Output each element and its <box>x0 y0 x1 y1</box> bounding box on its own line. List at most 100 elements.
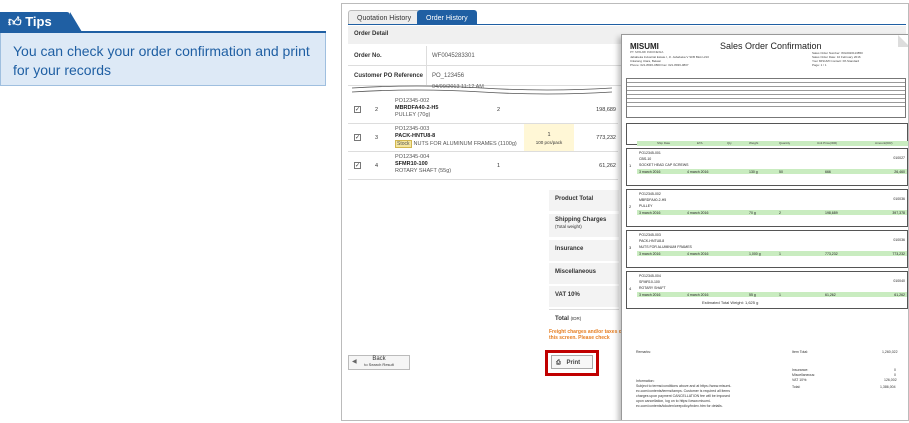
row-number: 1 <box>629 163 632 168</box>
item-number: 2 <box>375 107 379 113</box>
item-total-value: 1,260,022 <box>882 350 898 354</box>
sheet-vat-label: VAT 10%: <box>792 378 808 382</box>
sheet-total-label: Total: <box>792 385 801 389</box>
sheet-total-value: 1,386,004 <box>880 385 896 389</box>
order-no-label: Order No. <box>354 53 382 59</box>
item-qty-unit: 100 pcs/pack <box>535 140 563 145</box>
row-eta: 4 march 2016 <box>687 292 709 297</box>
sheet-row: 2 PO12345-002 010036 MBRDFA40-2-H5 PULLE… <box>626 189 908 227</box>
sales-order-sheet: MISUMI PT. MISUMI INDONESIA Sales Order … <box>621 34 908 420</box>
row-code: 010036 <box>893 197 905 201</box>
total-currency: (IDR) <box>570 316 582 321</box>
row-po: PO12345-003 <box>639 233 661 237</box>
po-label: Customer PO Reference <box>354 73 424 79</box>
item-quantity: 2 <box>496 107 500 113</box>
item-price: 198,689 <box>596 107 616 113</box>
item-quantity: 1 <box>496 163 500 169</box>
item-checkbox[interactable]: ✓ <box>354 134 361 141</box>
item-checkbox[interactable]: ✓ <box>354 106 361 113</box>
item-po: PO12345-004 <box>395 154 430 160</box>
row-weight: 1,000 g <box>749 251 761 256</box>
item-price: 773,232 <box>596 135 616 141</box>
sheet-misc-value: 0 <box>894 373 896 377</box>
estimated-weight: Estimated Total Weight: 1,625 g <box>702 300 759 305</box>
tab-quotation-history[interactable]: Quotation History <box>348 10 421 25</box>
col-eta: ETA <box>697 141 703 145</box>
item-checkbox[interactable]: ✓ <box>354 162 361 169</box>
row-qty: 2 <box>779 210 781 215</box>
item-description: NUTS FOR ALUMINUM FRAMES (1100g) <box>413 141 517 147</box>
row-name: PULLEY <box>639 204 653 208</box>
item-description-line: Stock NUTS FOR ALUMINUM FRAMES (1100g) <box>395 140 517 148</box>
list-item: ✓ 4 PO12345-004 SFMR10-100 ROTARY SHAFT … <box>348 152 618 180</box>
col-ship-date: Ship Date <box>657 141 671 145</box>
tab-order-history[interactable]: Order History <box>417 10 477 25</box>
list-item: ✓ 2 PO12345-002 MBRDFA40-2-H5 PULLEY (70… <box>348 96 618 124</box>
item-number: 4 <box>375 163 379 169</box>
tips-divider <box>0 31 326 33</box>
sheet-vat-value: 126,002 <box>884 378 897 382</box>
row-po: PO12345-001 <box>639 151 661 155</box>
row-ship: 3 march 2016 <box>639 169 661 174</box>
sheet-row: 3 PO12345-003 010036 PACK-HNTU8-8 NUTS F… <box>626 230 908 268</box>
row-po: PO12345-002 <box>639 192 661 196</box>
row-weight: 70 g <box>749 210 756 215</box>
sheet-row: 1 PO12345-001 010027 CBS-10 SOCKET HEAD … <box>626 148 908 186</box>
stock-badge: Stock <box>395 140 412 148</box>
col-amount: Amount(IDR) <box>875 141 893 145</box>
company-address-1: Jababeka Industrial Estate I, Jl. Jababe… <box>630 55 709 59</box>
back-label: Back <box>372 356 386 362</box>
misc-label: Miscellaneous <box>549 263 619 285</box>
order-no-row: Order No. WF0045283301 <box>348 46 648 66</box>
customer-info-grid <box>626 78 906 118</box>
row-eta: 4 march 2016 <box>687 210 709 215</box>
so-contact: Your MISUMI Contact: PA Standard <box>812 59 860 63</box>
product-total-label: Product Total <box>549 190 619 212</box>
screenshot-frame: Quotation History Order History Order De… <box>341 3 909 421</box>
row-eta: 4 march 2016 <box>687 169 709 174</box>
item-total-label: Item Total: <box>792 350 809 354</box>
tips-text: You can check your order confirmation an… <box>13 43 310 78</box>
print-button[interactable]: ⎙ Print <box>551 355 593 369</box>
tips-box: You can check your order confirmation an… <box>0 33 326 86</box>
back-arrow-icon: ◀ <box>352 359 357 365</box>
remarks-label: Remarks: <box>636 350 651 354</box>
thumbs-up-icon: 👍︎ <box>8 14 22 29</box>
company-name: PT. MISUMI INDONESIA <box>630 50 664 54</box>
row-code: 010036 <box>893 238 905 242</box>
col-quantity: Quantity <box>779 141 791 145</box>
row-eta: 4 march 2016 <box>687 251 709 256</box>
sheet-table-header: Ship Date ETA Qty Weight Quantity Unit P… <box>626 123 908 146</box>
item-part-number: MBRDFA40-2-H5 <box>395 105 439 111</box>
item-part-number: PACK-HNTU8-8 <box>395 133 436 139</box>
sheet-insurance-value: 0 <box>894 368 896 372</box>
row-qty: 1 <box>779 251 781 256</box>
shipping-sub-label: (Total weight) <box>555 224 582 229</box>
row-unit: 198,689 <box>825 210 838 215</box>
row-code: 010040 <box>893 279 905 283</box>
printer-icon: ⎙ <box>556 360 561 366</box>
tips-label: Tips <box>25 14 52 29</box>
back-to-search-button[interactable]: ◀ Back to Search Result <box>348 355 410 370</box>
item-po: PO12345-003 <box>395 126 430 132</box>
info-line: charges upon payment CANCELLATION fee wi… <box>636 394 730 398</box>
row-ship: 3 march 2016 <box>639 210 661 215</box>
item-number: 3 <box>375 135 379 141</box>
freight-note: Freight charges and/or taxes on this scr… <box>549 329 625 341</box>
row-amount: 61,262 <box>894 292 905 297</box>
quantity-highlight: 1 100 pcs/pack <box>524 124 574 151</box>
row-unit: 666 <box>825 169 831 174</box>
info-line: ec.com/contents/tokuten/ceepolicy/index.… <box>636 404 723 408</box>
row-amount: 397,378 <box>892 210 905 215</box>
print-highlight-box <box>545 350 599 376</box>
list-item: 1 100 pcs/pack ✓ 3 PO12345-003 PACK-HNTU… <box>348 124 618 152</box>
row-ship: 3 march 2016 <box>639 251 661 256</box>
tabbar-divider <box>348 24 906 25</box>
item-description: ROTARY SHAFT (55g) <box>395 168 452 174</box>
item-quantity: 1 <box>547 132 551 138</box>
row-number: 2 <box>629 204 632 209</box>
row-ship: 3 march 2016 <box>639 292 661 297</box>
item-po: PO12345-002 <box>395 98 430 104</box>
company-address-2: Cikarang Utara, Bekasi <box>630 59 661 63</box>
company-phone: Phone: 021-8936-0800 Fax: 021-8936-0807 <box>630 63 689 67</box>
